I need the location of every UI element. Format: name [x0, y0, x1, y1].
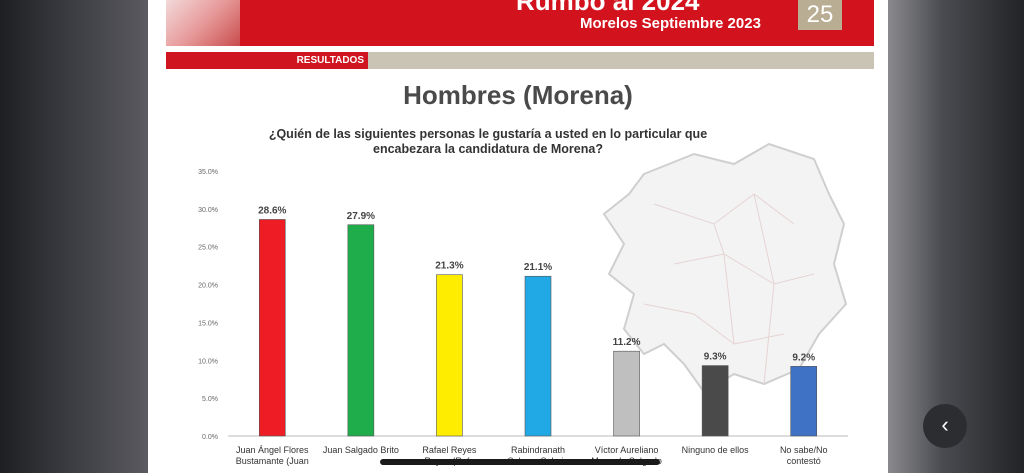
header-banner: Rumbo al 2024 Morelos Septiembre 2023 25	[166, 0, 874, 46]
survey-question: ¿Quién de las siguientes personas le gus…	[268, 127, 708, 156]
y-tick-label: 15.0%	[198, 320, 218, 327]
x-tick-label: contestó	[787, 456, 821, 466]
x-tick-label: No sabe/No	[780, 445, 828, 455]
y-tick-label: 0.0%	[202, 434, 218, 441]
bar	[347, 224, 375, 437]
y-tick-label: 5.0%	[202, 396, 218, 403]
x-tick-label: Bustamante (Juan	[236, 456, 309, 466]
data-label: 11.2%	[613, 337, 641, 348]
bar	[436, 274, 463, 437]
data-label: 21.1%	[524, 262, 552, 273]
morelos-logo	[166, 0, 240, 46]
data-label: 27.9%	[347, 211, 375, 222]
home-indicator[interactable]	[380, 459, 660, 465]
data-label: 21.3%	[435, 261, 463, 272]
y-tick-label: 25.0%	[198, 245, 218, 252]
bar-chart: 0.0% 5.0% 10.0% 15.0% 20.0% 25.0% 30.0% 35.0% 28…	[198, 169, 848, 466]
background-right	[888, 0, 1024, 473]
x-tick-label: Juan Salgado Brito	[323, 445, 399, 455]
x-tick-label: Rabindranath	[511, 445, 565, 455]
data-label: 9.3%	[704, 352, 727, 363]
x-tick-label: Víctor Aureliano	[595, 445, 659, 455]
page-number-badge: 25	[798, 0, 842, 30]
bar	[790, 366, 818, 437]
x-tick-label: Rafael Reyes	[422, 445, 477, 455]
y-tick-label: 35.0%	[198, 169, 218, 176]
background-left	[0, 0, 148, 473]
morelos-map-watermark	[602, 142, 848, 394]
bar	[701, 365, 729, 437]
bar	[524, 275, 552, 437]
data-label: 9.2%	[792, 352, 815, 363]
back-button[interactable]: ‹	[923, 404, 967, 448]
section-tab-resultados: RESULTADOS	[166, 52, 368, 69]
y-tick-label: 20.0%	[198, 283, 218, 290]
bar	[258, 219, 286, 437]
section-tab-bar: RESULTADOS	[166, 52, 874, 69]
y-tick-label: 30.0%	[198, 207, 218, 214]
x-tick-label: Ninguno de ellos	[682, 445, 750, 455]
banner-title: Rumbo al 2024	[516, 0, 700, 16]
slide-title: Hombres (Morena)	[403, 80, 633, 110]
bar	[613, 350, 640, 437]
data-label: 28.6%	[258, 205, 286, 216]
banner-subtitle: Morelos Septiembre 2023	[580, 15, 761, 32]
x-tick-label: Juan Ángel Flores	[236, 445, 309, 455]
slide-page: Rumbo al 2024 Morelos Septiembre 2023 25…	[148, 0, 888, 473]
chevron-left-icon: ‹	[941, 412, 949, 437]
y-tick-label: 10.0%	[198, 358, 218, 365]
